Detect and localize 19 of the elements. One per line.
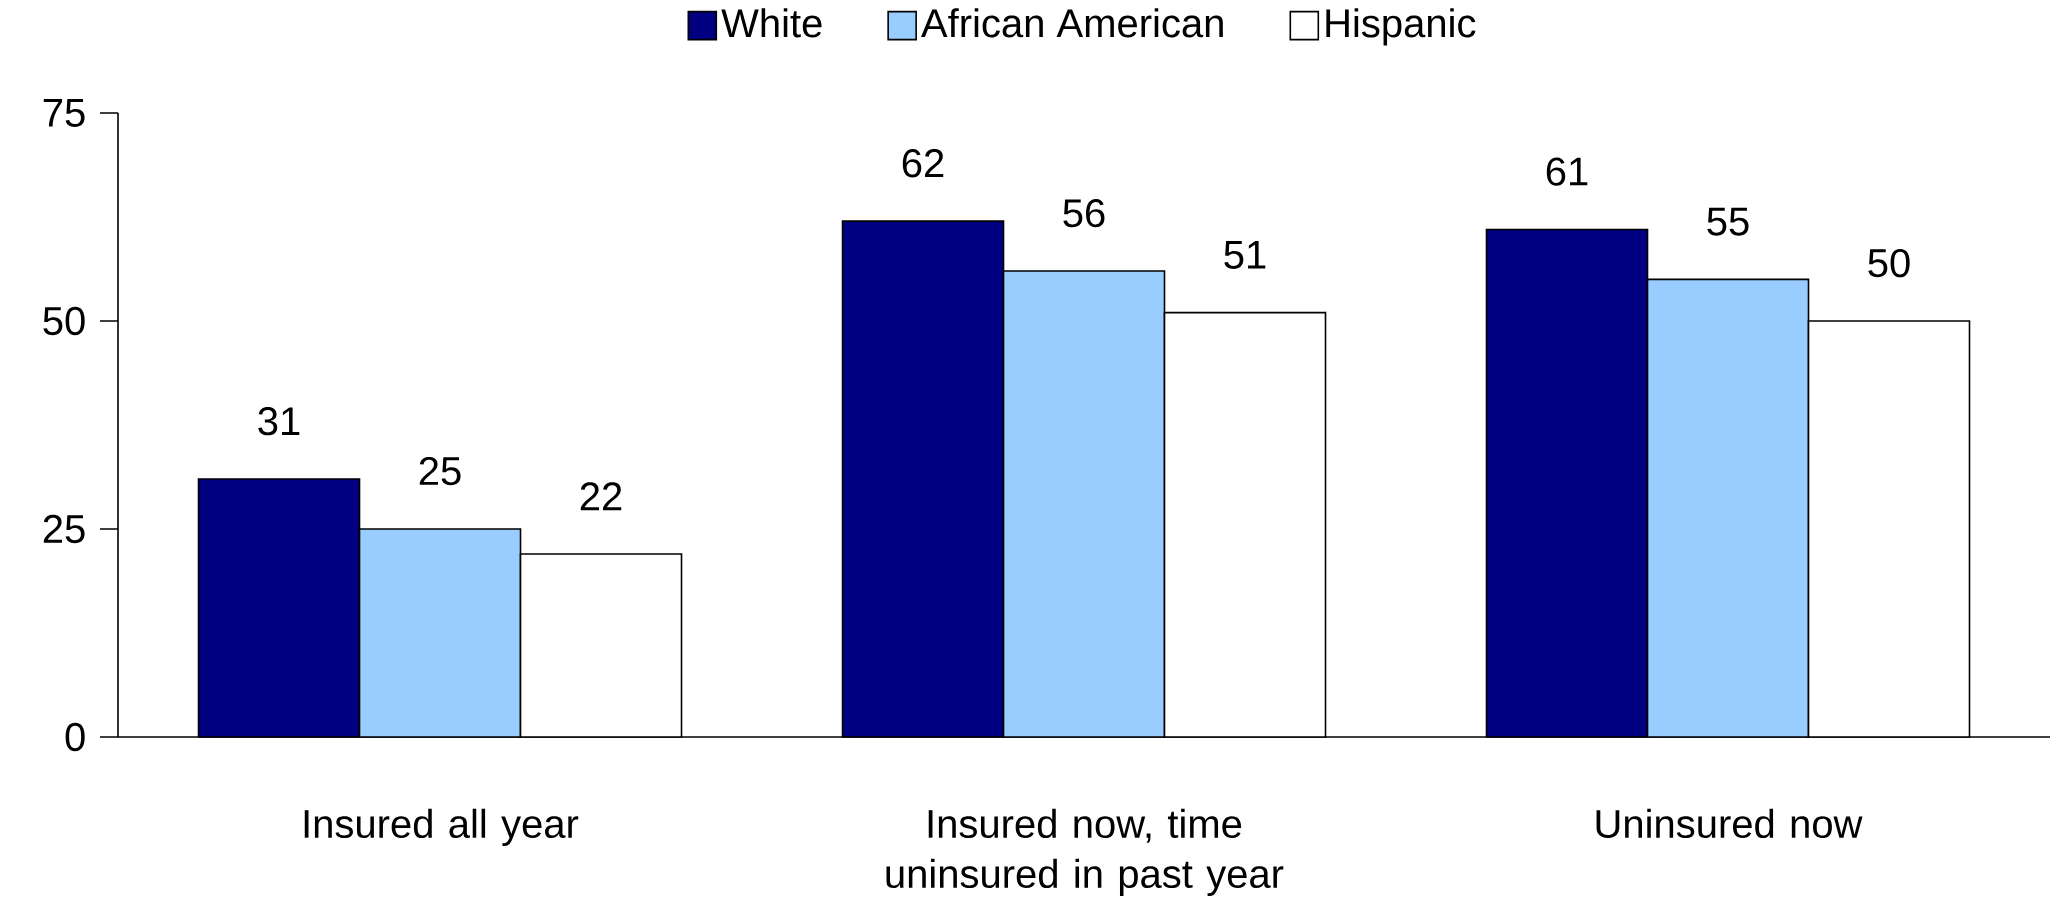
data-label: 50 [1868,248,1910,278]
data-label: 31 [258,407,300,436]
y-tick-label: 0 [65,722,85,752]
data-label: 61 [1546,157,1588,186]
x-tick-label: Insured now, time uninsured in past year [886,808,1284,897]
x-tick-label: Insured all year [304,808,579,847]
x-tick-label: Uninsured now [1596,808,1863,839]
legend-label: White [721,8,822,38]
data-label: 55 [1707,207,1749,236]
data-label: 25 [419,456,461,486]
data-label: 22 [580,482,622,511]
data-label: 56 [1063,199,1105,228]
legend-label: African American [921,8,1223,38]
y-tick-label: 25 [43,514,85,544]
y-tick-label: 50 [43,306,85,336]
data-label: 62 [902,149,944,178]
legend-label: Hispanic [1326,8,1476,46]
data-label: 51 [1224,241,1266,269]
y-tick-label: 75 [43,99,85,127]
